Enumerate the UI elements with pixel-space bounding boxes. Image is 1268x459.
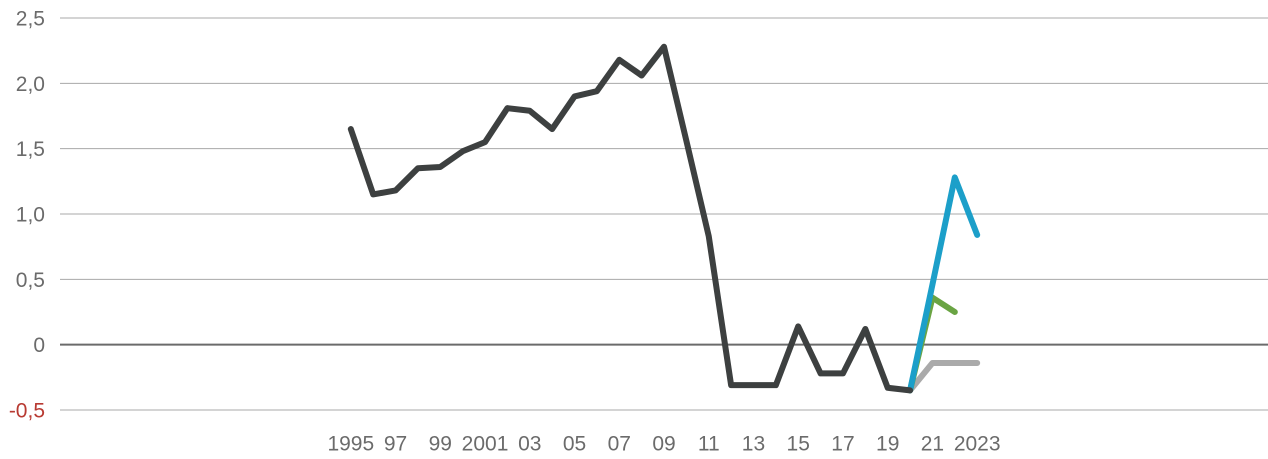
x-tick-label: 21 [921,433,944,456]
x-tick-label: 17 [831,433,854,456]
series-line [347,43,914,394]
y-tick-label: 0,5 [16,269,45,292]
series-line [907,174,981,394]
x-tick-label: 97 [384,433,407,456]
series-line [907,359,981,394]
y-tick-label: -0,5 [9,400,45,423]
y-tick-label: 2,5 [16,8,45,31]
y-tick-label: 2,0 [16,73,45,96]
y-tick-label: 1,5 [16,138,45,161]
x-tick-label: 11 [698,433,720,456]
x-tick-label: 99 [429,433,452,456]
x-tick-label: 05 [563,433,586,456]
x-tick-label: 1995 [327,433,374,456]
x-tick-label: 15 [787,433,810,456]
x-tick-label: 19 [876,433,899,456]
x-tick-label: 03 [518,433,541,456]
y-tick-label: 1,0 [16,204,45,227]
x-tick-label: 09 [652,433,675,456]
x-tick-label: 07 [608,433,631,456]
x-tick-label: 13 [742,433,765,456]
x-tick-label: 2023 [954,433,1001,456]
y-tick-label: 0 [33,334,45,357]
x-tick-label: 2001 [462,433,509,456]
